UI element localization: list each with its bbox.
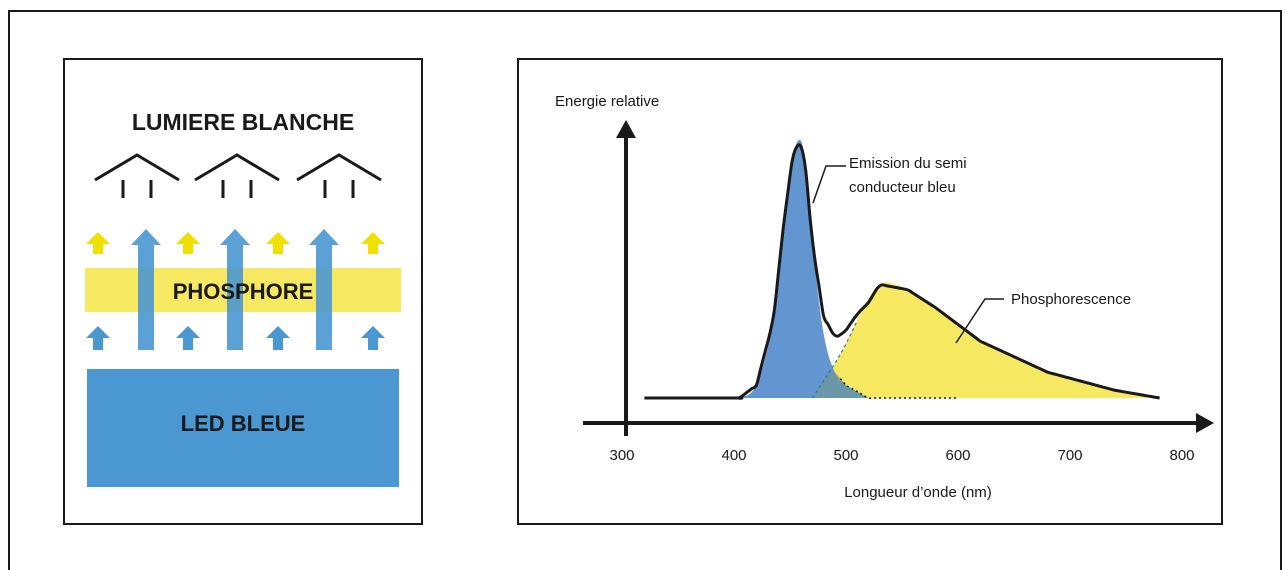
phosphorescence-dotted-curve (839, 378, 958, 399)
yellow-arrow-icon (86, 232, 110, 254)
phosphorescence-annotation-leader (955, 298, 1004, 344)
yellow-arrow-icon (176, 232, 200, 254)
x-axis-arrow-icon (1196, 413, 1214, 433)
tall-blue-arrow-icon (309, 229, 339, 350)
x-axis-label: Longueur d’onde (nm) (844, 484, 992, 501)
tall-blue-arrows (131, 229, 339, 350)
white-light-arrows (94, 153, 382, 198)
phosphorescence-annotation: Phosphorescence (1011, 291, 1131, 308)
x-tick-label: 700 (1057, 447, 1082, 464)
blue-arrow-icon (176, 326, 200, 350)
led-label: LED BLEUE (181, 411, 306, 436)
blue-emission-area (739, 139, 869, 398)
white-light-label: LUMIERE BLANCHE (132, 109, 354, 135)
blue-emission-annotation: Emission du semi conducteur bleu (849, 155, 971, 196)
y-axis-label: Energie relative (555, 93, 659, 110)
x-tick-label: 400 (721, 447, 746, 464)
phosphor-label: PHOSPHORE (173, 279, 314, 304)
yellow-arrow-icon (361, 232, 385, 254)
y-axis-arrow-icon (616, 120, 636, 138)
total-spectrum-curve (644, 143, 1160, 400)
tall-blue-arrow-icon (220, 229, 250, 350)
white-arrow-icon (194, 153, 280, 198)
yellow-arrow-icon (266, 232, 290, 254)
x-tick-label: 800 (1169, 447, 1194, 464)
tall-blue-arrow-icon (131, 229, 161, 350)
yellow-arrows (86, 232, 385, 254)
blue-led-block (87, 369, 399, 487)
x-tick-label: 500 (833, 447, 858, 464)
blue-arrow-icon (361, 326, 385, 350)
blue-arrow-icon (266, 326, 290, 350)
small-blue-arrows (86, 326, 385, 350)
white-arrow-icon (296, 153, 382, 198)
blue-tail-dashed-curve (811, 320, 858, 399)
blue-arrow-icon (86, 326, 110, 350)
outer-frame (8, 10, 1282, 570)
x-tick-label: 300 (609, 447, 634, 464)
white-arrow-icon (94, 153, 180, 198)
overlap-area (812, 370, 958, 399)
phosphorescence-area (812, 282, 1160, 398)
x-tick-label: 600 (945, 447, 970, 464)
x-tick-labels: 300 400 500 600 700 800 (609, 447, 1194, 464)
blue-annotation-leader (812, 165, 846, 204)
